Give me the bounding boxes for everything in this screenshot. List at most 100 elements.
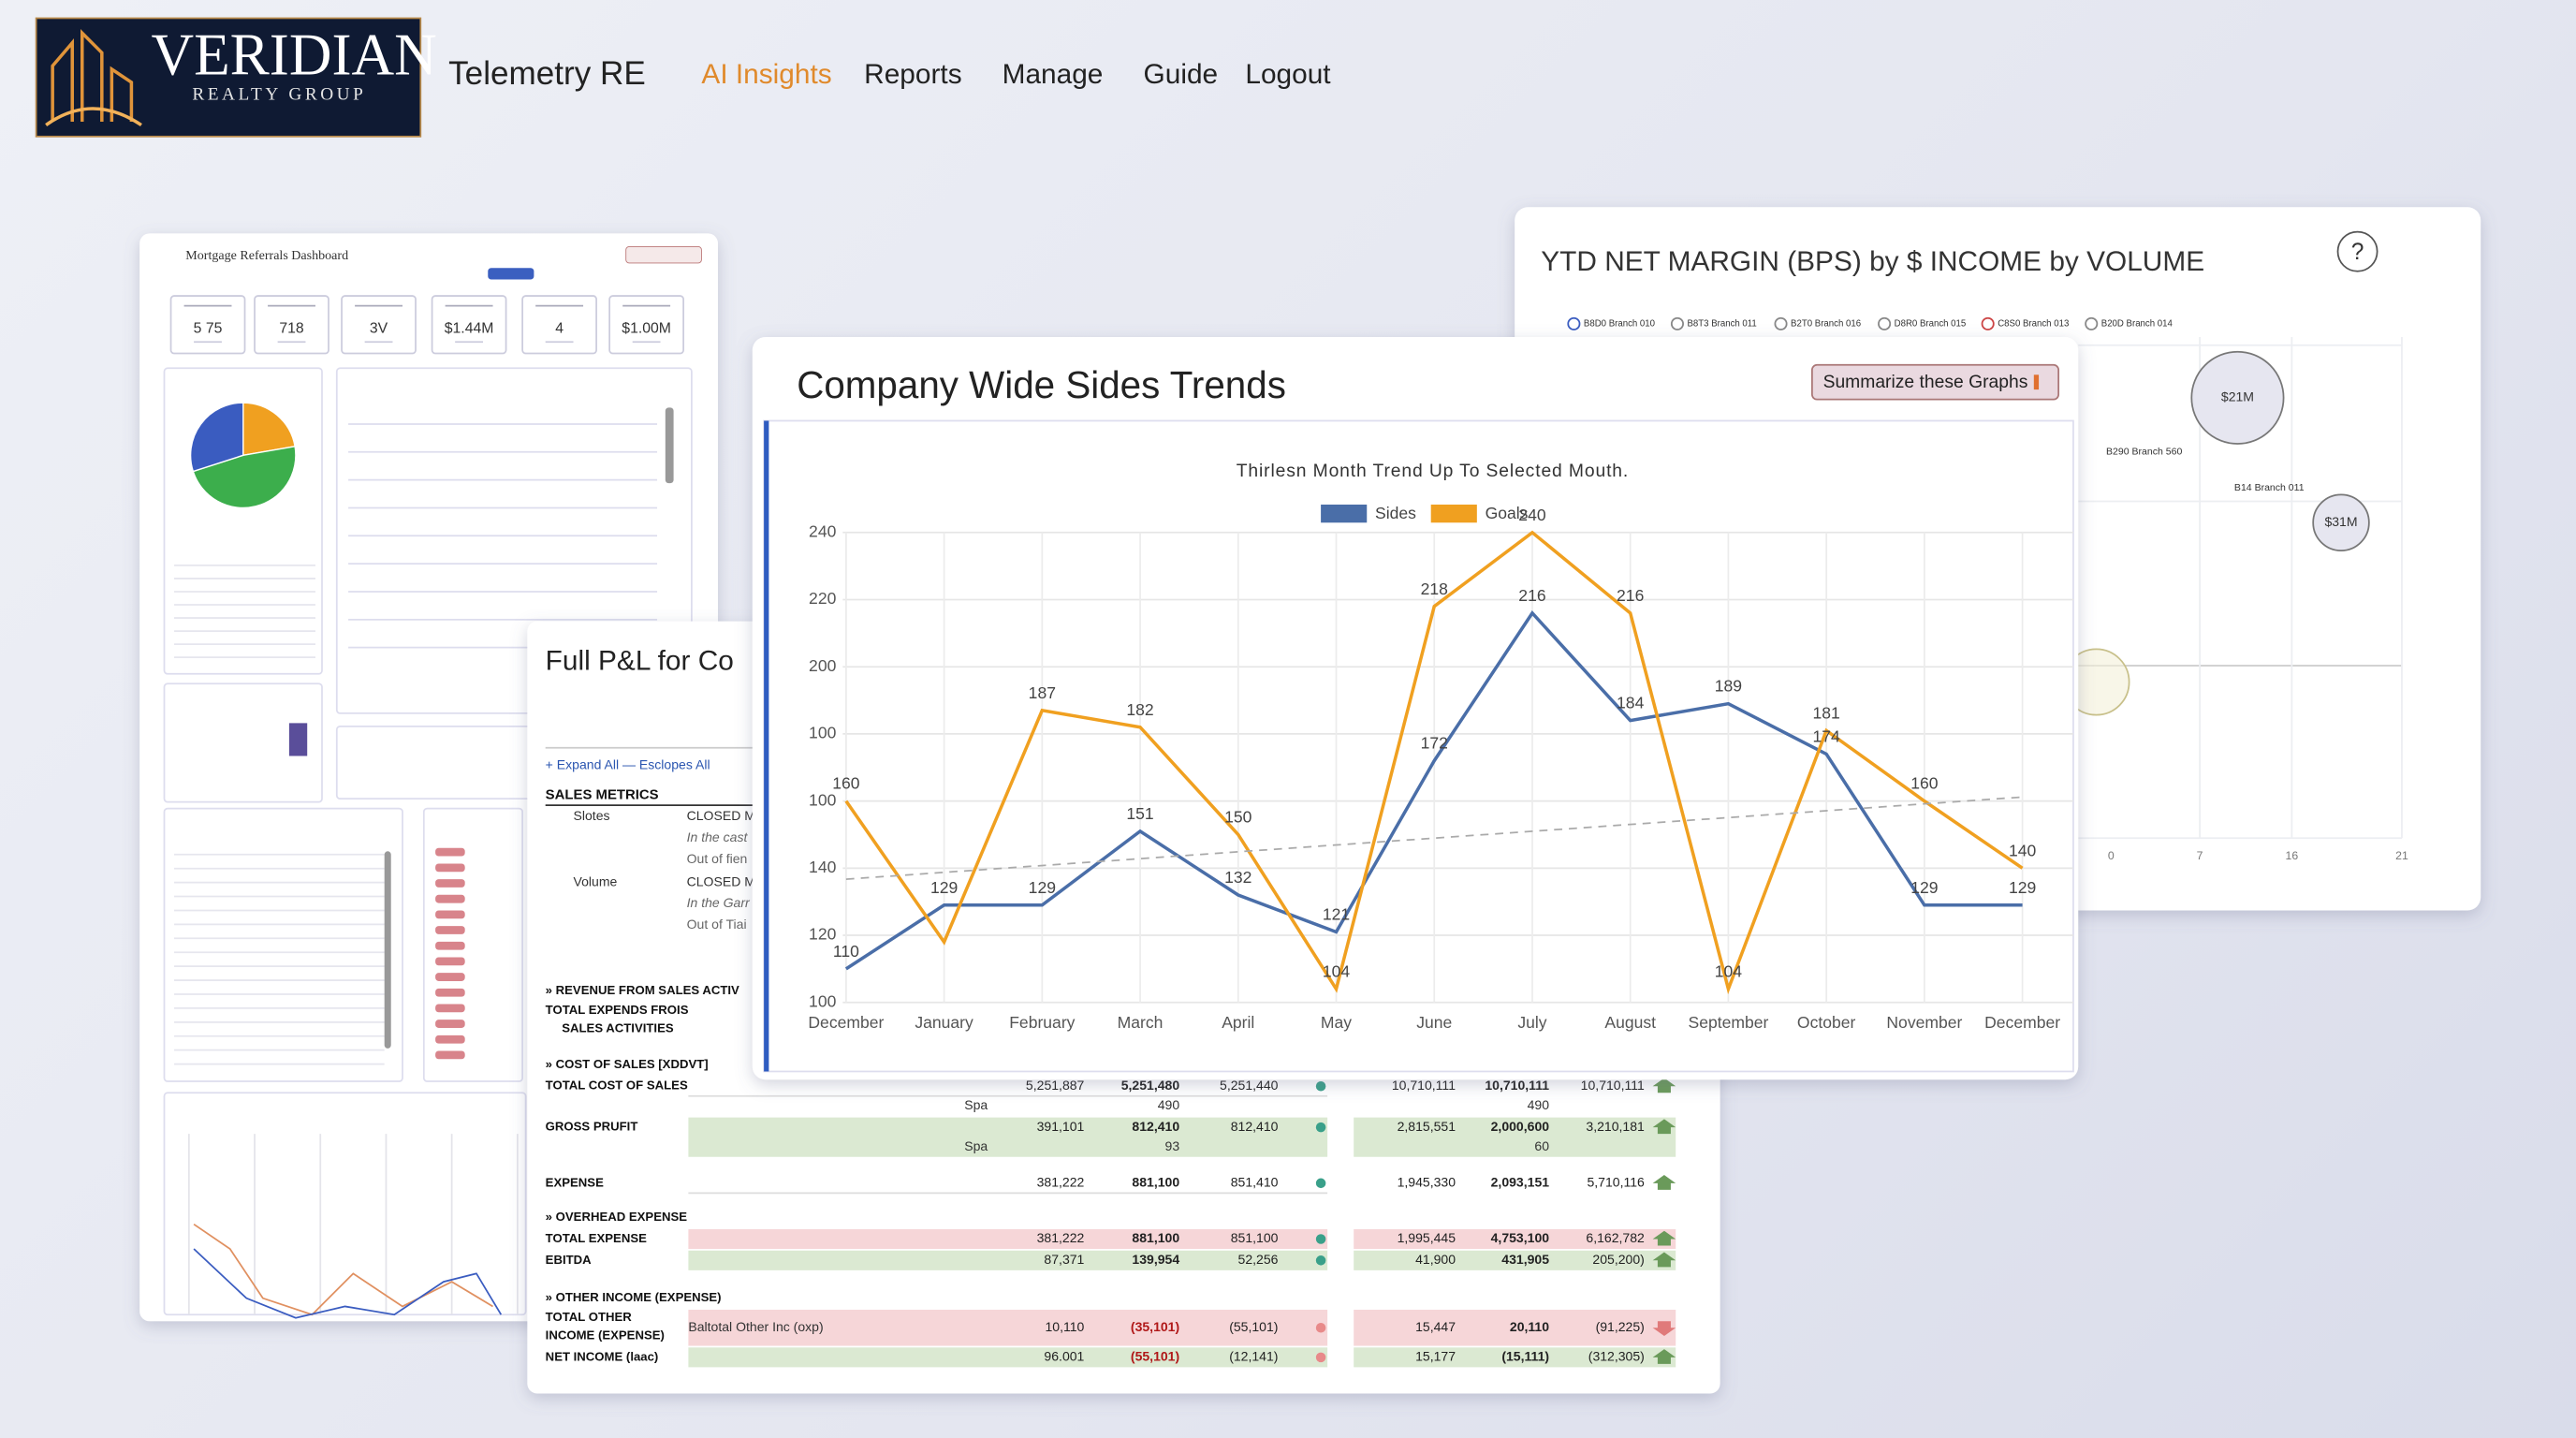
- status-dot: [1315, 1122, 1326, 1133]
- nav-link[interactable]: Reports: [864, 59, 961, 90]
- status-pill: [435, 941, 465, 950]
- cell: 881,100: [1132, 1175, 1179, 1190]
- cell: 881,100: [1132, 1230, 1179, 1245]
- x-tick-label: February: [1009, 1013, 1075, 1032]
- status-pill: [435, 1020, 465, 1028]
- row-label: EXPENSE: [546, 1175, 604, 1189]
- section-header: » OTHER INCOME (EXPENSE): [546, 1290, 722, 1304]
- row-band: [688, 1347, 1328, 1368]
- metric-item: Out of fien: [687, 851, 748, 866]
- status-pill: [435, 988, 465, 997]
- nav-link[interactable]: Guide: [1144, 59, 1219, 90]
- y-tick-label: 240: [809, 521, 837, 540]
- status-pill: [435, 894, 465, 903]
- row-band: [688, 1117, 1328, 1157]
- legend-label: D8R0 Branch 015: [1895, 318, 1967, 329]
- status-pill: [435, 1034, 465, 1044]
- status-dot: [1315, 1081, 1326, 1092]
- legend-label: B8D0 Branch 010: [1584, 318, 1655, 329]
- legend-swatch: [1430, 504, 1477, 523]
- y-tick-label: 100: [809, 790, 837, 809]
- y-tick-label: 140: [809, 858, 837, 876]
- y-tick-label: 220: [809, 589, 837, 608]
- help-button[interactable]: [2336, 230, 2378, 272]
- cell: 15,447: [1415, 1319, 1456, 1334]
- x-tick-label: December: [808, 1013, 884, 1032]
- y-tick-label: 200: [809, 656, 837, 675]
- help-label[interactable]: ?: [2351, 240, 2364, 265]
- bubble-label: $21M: [2221, 389, 2254, 404]
- cell: 60: [1534, 1138, 1549, 1153]
- cell: 1,995,445: [1398, 1230, 1456, 1245]
- trend-arrow: [1652, 1119, 1676, 1135]
- chart-title: Company Wide Sides Trends: [797, 363, 1286, 406]
- nav-link[interactable]: Manage: [1003, 59, 1104, 90]
- x-tick-label: November: [1886, 1013, 1962, 1032]
- pie-slice: [189, 402, 244, 473]
- cell: 10,710,111: [1581, 1078, 1645, 1093]
- cell: (55,101): [1131, 1349, 1179, 1364]
- cell: 87,371: [1044, 1252, 1084, 1267]
- cell: 3,210,181: [1586, 1119, 1645, 1134]
- trend-arrow: [1652, 1230, 1676, 1246]
- data-label: 129: [930, 878, 958, 897]
- y-tick-label: 120: [809, 925, 837, 944]
- cell: 52,256: [1238, 1252, 1279, 1267]
- row-label: TOTAL OTHER: [546, 1310, 633, 1324]
- legend-swatch: [1878, 316, 1892, 330]
- nav-link[interactable]: AI Insights: [701, 59, 831, 90]
- data-label: 160: [1910, 774, 1939, 793]
- kpi-row: 5 75 718 3V $1.44M 4 $1.00M: [169, 295, 684, 355]
- x-tick-label: March: [1118, 1013, 1164, 1032]
- pie-slice: [242, 402, 296, 457]
- metric-item: Out of Tiai: [687, 917, 747, 932]
- data-label: 181: [1813, 703, 1840, 722]
- status-dot: [1315, 1234, 1326, 1244]
- cell: 490: [1528, 1097, 1550, 1112]
- x-tick-label: June: [1416, 1013, 1452, 1032]
- status-dot: [1315, 1255, 1326, 1266]
- row-label: GROSS PRUFIT: [546, 1120, 638, 1134]
- cell: 4,753,100: [1491, 1230, 1550, 1245]
- trend-arrow: [1652, 1078, 1676, 1093]
- cell: 93: [1165, 1138, 1180, 1153]
- kpi-card: [341, 295, 417, 355]
- kpi-card: [431, 295, 507, 355]
- cell: 10,110: [1045, 1319, 1084, 1334]
- kpi-value: 718: [279, 320, 304, 336]
- summarize-button[interactable]: [1811, 363, 2060, 401]
- section-header: SALES METRICS: [546, 788, 659, 803]
- status-pill: [435, 910, 465, 919]
- expand-link[interactable]: + Expand All — Esclopes All: [546, 757, 710, 772]
- summarize-label[interactable]: Summarize these Graphs: [1823, 373, 2028, 392]
- cell: 2,815,551: [1398, 1119, 1456, 1134]
- x-tick-label: April: [1222, 1013, 1254, 1032]
- nav-link[interactable]: Logout: [1245, 59, 1331, 90]
- data-label: 132: [1224, 868, 1251, 887]
- trend-arrow: [1652, 1175, 1676, 1190]
- row-label: TOTAL EXPENDS FROIS: [546, 1003, 689, 1017]
- chart-accent: [764, 420, 769, 1072]
- status-dot: [1315, 1352, 1326, 1363]
- data-label: 240: [1518, 506, 1546, 524]
- data-label: 151: [1126, 804, 1153, 823]
- metric-item: CLOSED M: [687, 873, 755, 888]
- legend-swatch: [1670, 316, 1684, 330]
- data-label: 129: [1910, 878, 1938, 897]
- button[interactable]: [625, 245, 702, 264]
- trend-line: [845, 796, 2023, 880]
- series-line: [844, 530, 2024, 995]
- data-label: 129: [1029, 878, 1056, 897]
- metric-item: CLOSED M: [687, 808, 755, 823]
- x-tick-label: September: [1688, 1013, 1768, 1032]
- data-label: 160: [832, 774, 860, 793]
- bubble-label: $31M: [2324, 514, 2357, 529]
- logo-icon: [45, 29, 142, 126]
- cell: 96.001: [1044, 1349, 1084, 1364]
- button[interactable]: [488, 268, 534, 280]
- row-band: [688, 1228, 1328, 1250]
- section-header: » OVERHEAD EXPENSE: [546, 1210, 688, 1224]
- data-label: 110: [833, 942, 859, 961]
- data-label: 150: [1224, 808, 1252, 827]
- x-tick-label: January: [915, 1013, 973, 1032]
